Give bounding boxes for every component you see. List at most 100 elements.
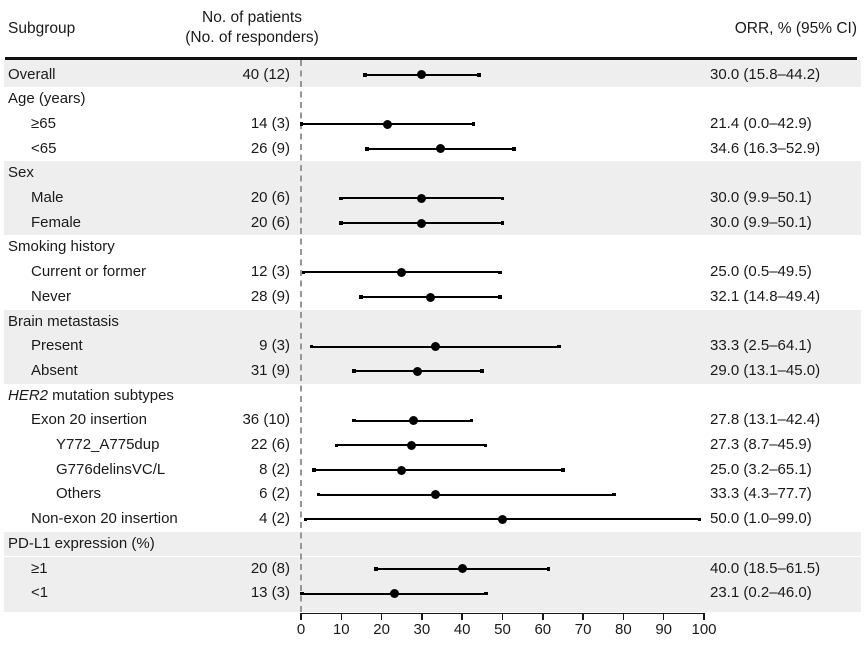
point-estimate-marker: [382, 119, 392, 129]
ci-cap-left: [339, 221, 343, 225]
patients-count: 22 (6): [250, 436, 290, 453]
section-label: Sex: [8, 164, 34, 182]
x-axis-tick-label: 40: [453, 621, 471, 638]
orr-value: 30.0 (9.9–50.1): [710, 189, 812, 206]
point-estimate-marker: [430, 342, 440, 352]
patients-count: 12 (3): [250, 263, 290, 281]
ci-cap-right: [469, 418, 474, 423]
subgroup-label: Female: [31, 213, 82, 231]
ci-cap-left: [312, 468, 316, 472]
x-axis-tick-label: 80: [615, 621, 632, 638]
subgroup-label: Overall: [8, 65, 56, 83]
patients-count: 20 (8): [250, 559, 290, 577]
ci-cap-left: [374, 567, 378, 571]
x-axis-tick-label: 90: [655, 621, 673, 638]
section-label-part: mutation subtypes: [48, 386, 174, 404]
ci-cap-right: [498, 295, 502, 299]
orr-value: 30.0 (15.8–44.2): [710, 65, 821, 83]
column-header-subgroup: Subgroup: [8, 20, 76, 37]
ci-cap-left: [365, 147, 369, 151]
ci-cap-left: [334, 443, 339, 448]
section-label: Brain metastasis: [8, 312, 119, 330]
x-axis-tick-label: 10: [332, 621, 350, 638]
patients-count: 26 (9): [250, 139, 290, 157]
patients-count: 40 (12): [242, 65, 290, 83]
point-estimate-marker: [413, 366, 423, 376]
column-header-patients: No. of patients (No. of responders): [152, 8, 352, 48]
x-axis-tick: [380, 612, 383, 620]
section-label: PD-L1 expression (%): [8, 534, 155, 552]
subgroup-label: <1: [31, 584, 49, 602]
ci-cap-right: [498, 270, 502, 275]
x-axis-tick-label: 50: [494, 621, 511, 638]
ci-cap-right: [546, 567, 551, 571]
subgroup-label: ≥1: [31, 559, 48, 577]
subgroup-label: G776delinsVC/L: [56, 460, 166, 478]
zero-reference-line: [300, 59, 302, 613]
x-axis-tick-label: 20: [373, 621, 390, 638]
x-axis-tick-label: 100: [691, 621, 717, 638]
ci-cap-right: [500, 196, 505, 201]
orr-value: 27.8 (13.1–42.4): [710, 411, 821, 429]
header-divider-rule: [5, 57, 857, 60]
point-estimate-marker: [417, 218, 427, 228]
row-band: [4, 161, 861, 186]
row-band: [4, 531, 861, 557]
ci-cap-right: [500, 221, 505, 225]
subgroup-label: Never: [31, 287, 72, 305]
subgroup-label: Non-exon 20 insertion: [31, 510, 178, 528]
row-band: [4, 581, 861, 613]
point-estimate-marker: [389, 589, 399, 599]
point-estimate-marker: [417, 193, 427, 203]
point-estimate-marker: [430, 490, 440, 500]
patients-count: 6 (2): [259, 485, 290, 503]
point-estimate-marker: [397, 267, 407, 277]
orr-value: 30.0 (9.9–50.1): [710, 213, 812, 231]
ci-cap-left: [299, 122, 303, 126]
x-axis-tick: [300, 612, 302, 620]
patients-count: 31 (9): [250, 361, 290, 379]
ci-cap-left: [359, 295, 363, 299]
point-estimate-marker: [417, 70, 427, 80]
x-axis-tick-label: 60: [534, 621, 552, 638]
x-axis-tick: [501, 612, 504, 620]
orr-value: 32.1 (14.8–49.4): [710, 287, 821, 305]
ci-cap-left: [352, 418, 356, 423]
x-axis-tick: [662, 612, 665, 620]
section-label-italic-part: HER2: [8, 386, 49, 404]
patients-count: 36 (10): [242, 411, 290, 429]
section-label: Age (years): [8, 90, 86, 108]
ci-cap-right: [480, 369, 484, 373]
ci-cap-right: [557, 344, 561, 349]
x-axis-tick-label: 30: [413, 621, 431, 638]
orr-value: 23.1 (0.2–46.0): [710, 584, 812, 602]
subgroup-label: Y772_A775dup: [56, 436, 160, 453]
x-axis-tick-label: 70: [574, 621, 592, 638]
x-axis-tick: [340, 612, 343, 620]
patients-count: 4 (2): [259, 510, 290, 528]
ci-line: [318, 493, 615, 496]
orr-value: 25.0 (0.5–49.5): [710, 263, 812, 281]
ci-cap-right: [561, 468, 565, 472]
section-label: HER2 mutation subtypes: [8, 384, 174, 409]
ci-cap-right: [512, 147, 516, 151]
ci-cap-right: [471, 122, 476, 126]
point-estimate-marker: [408, 416, 418, 426]
orr-value: 27.3 (8.7–45.9): [710, 436, 812, 453]
row-band: [4, 309, 861, 335]
point-estimate-marker: [498, 514, 507, 524]
ci-cap-right: [483, 443, 488, 448]
column-header-patients-line2: (No. of responders): [185, 29, 319, 46]
point-estimate-marker: [425, 292, 435, 302]
point-estimate-marker: [457, 564, 467, 574]
ci-cap-right: [697, 517, 702, 522]
ci-cap-left: [339, 196, 343, 201]
column-header-patients-line1: No. of patients: [202, 9, 302, 26]
subgroup-label: Current or former: [31, 263, 147, 281]
ci-cap-right: [484, 591, 488, 596]
x-axis-tick: [582, 612, 584, 620]
subgroup-label: Absent: [31, 361, 78, 379]
x-axis-tick: [622, 612, 625, 620]
